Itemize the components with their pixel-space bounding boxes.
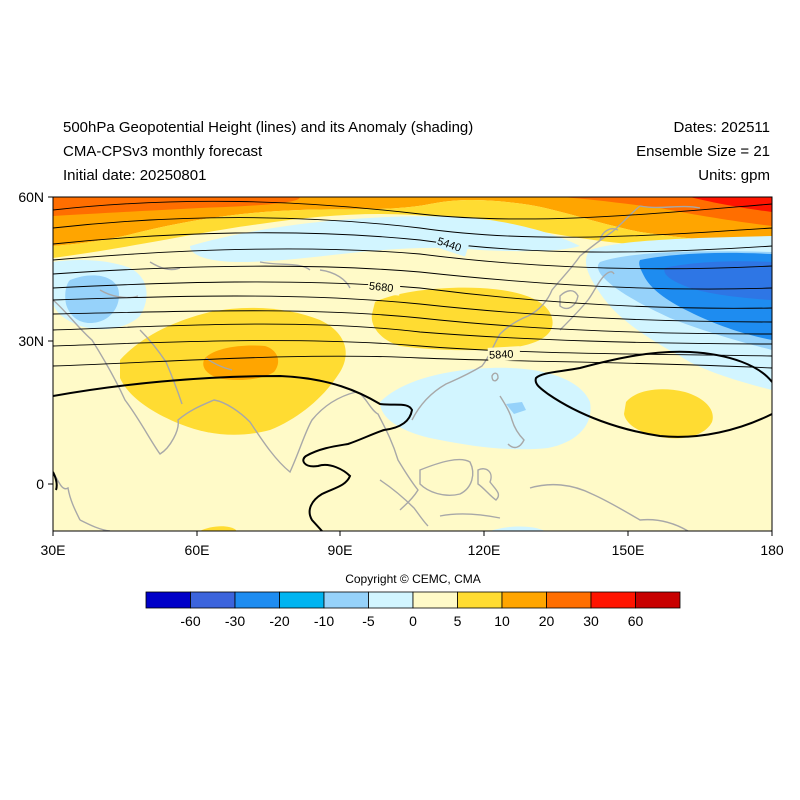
contour-label-5680: 5680 (368, 280, 394, 294)
contour-label-bg (367, 278, 401, 296)
contour-label-5840: 5840 (489, 349, 514, 362)
colorbar-swatch (323, 591, 369, 609)
contour-5880-west (53, 374, 414, 531)
anomaly-negative-small-1 (490, 526, 545, 531)
anomaly-positive-margin (53, 199, 772, 258)
anomaly-max-east (690, 197, 772, 212)
anomaly-negative-scs (380, 367, 591, 450)
contour-5880-africa (53, 471, 58, 491)
colorbar-swatch (501, 591, 547, 609)
contour-labels: 5440 5680 5840 (367, 233, 521, 362)
colorbar-label: -60 (180, 613, 200, 629)
forecast-dates: Dates: 202511 (673, 119, 770, 136)
colorbar-label: -5 (362, 613, 375, 629)
coastline-red-sea (139, 329, 183, 405)
map-title: 500hPa Geopotential Height (lines) and i… (63, 119, 474, 136)
lon-label: 150E (612, 542, 645, 558)
lon-label: 120E (468, 542, 501, 558)
subtropical-high-contours (53, 350, 772, 531)
colorbar-swatch (190, 591, 236, 609)
colorbar-swatch (279, 591, 325, 609)
colorbar-label: -10 (314, 613, 334, 629)
lat-label: 60N (18, 189, 44, 205)
colorbar-swatch (635, 591, 681, 609)
coastline-borneo (419, 458, 474, 496)
axis-labels: 60N 30N 0 30E 60E 90E 120E 150E 180 (18, 189, 784, 558)
height-contour (53, 355, 772, 369)
coastline-taiwan (491, 372, 499, 382)
coastline-sumatra (379, 479, 429, 527)
height-contour (53, 340, 772, 357)
height-contour (53, 295, 772, 323)
lon-label: 60E (185, 542, 210, 558)
units-label: Units: gpm (698, 167, 770, 184)
lon-label: 180 (760, 542, 784, 558)
anomaly-negative-scs-core (506, 402, 526, 414)
height-contours (53, 200, 772, 369)
coastlines (53, 205, 701, 531)
colorbar-swatch (590, 591, 636, 609)
contour-label-bg (487, 346, 521, 362)
height-contour (53, 248, 772, 270)
axis-ticks (48, 196, 773, 536)
colorbar: -60 -30 -20 -10 -5 0 5 10 20 30 60 (145, 591, 681, 629)
map-frame (52, 196, 773, 532)
anomaly-positive-china (371, 287, 553, 351)
anomaly-positive-core-east (560, 197, 772, 226)
ensemble-size: Ensemble Size = 21 (636, 143, 770, 160)
height-contour (53, 265, 772, 290)
coastline-java (439, 513, 501, 519)
anomaly-positive-small-1 (200, 526, 236, 531)
coastline-caspian-region (259, 261, 351, 289)
colorbar-label: -30 (225, 613, 245, 629)
coastline-new-guinea (529, 483, 689, 531)
coastline-sulawesi (477, 468, 500, 501)
coastline-black-sea (99, 261, 181, 299)
height-contour (53, 281, 772, 309)
coastline-japan (559, 271, 615, 331)
height-contour (53, 310, 772, 335)
anomaly-negative-pacific-core (664, 261, 772, 300)
coastline-asia-east (411, 205, 641, 421)
anomaly-negative-eurasia (190, 216, 580, 262)
colorbar-swatch (368, 591, 414, 609)
colorbar-label: -20 (269, 613, 289, 629)
colorbar-label: 10 (494, 613, 510, 629)
lat-label: 30N (18, 333, 44, 349)
colorbar-swatch (412, 591, 458, 609)
lat-label: 0 (36, 476, 44, 492)
model-name: CMA-CPSv3 monthly forecast (63, 143, 263, 160)
colorbar-label: 60 (628, 613, 644, 629)
contour-5880-east (534, 350, 772, 438)
contour-label-bg (434, 233, 470, 257)
colorbar-swatch (546, 591, 592, 609)
colorbar-swatch (234, 591, 280, 609)
initial-date: Initial date: 20250801 (63, 167, 207, 184)
colorbar-swatch (145, 591, 191, 609)
coastline-asia-south (53, 299, 419, 511)
colorbar-label: 5 (454, 613, 462, 629)
coastline-philippines (499, 395, 525, 449)
anomaly-positive-north (53, 197, 772, 246)
height-contour (53, 217, 772, 238)
height-contour (53, 232, 772, 253)
anomaly-positive-iran-core (203, 345, 279, 380)
colorbar-label: 0 (409, 613, 417, 629)
colorbar-swatch (457, 591, 503, 609)
lon-label: 30E (41, 542, 66, 558)
coastline-kamchatka (599, 205, 701, 241)
colorbar-label: 20 (539, 613, 555, 629)
coastline-korea (559, 290, 579, 310)
height-contour (53, 200, 772, 220)
copyright-text: Copyright © CEMC, CMA (345, 572, 481, 586)
colorbar-label: 30 (583, 613, 599, 629)
anomaly-positive-pacific (624, 389, 713, 439)
height-contour (53, 323, 772, 345)
lon-label: 90E (328, 542, 353, 558)
